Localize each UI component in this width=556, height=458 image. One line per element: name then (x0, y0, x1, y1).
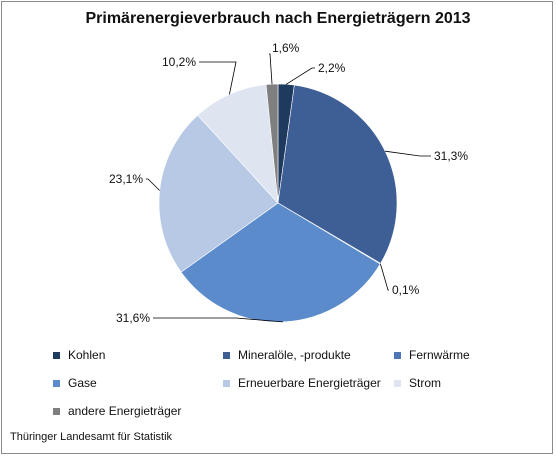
legend-item-2: Mineralöle, -produkte (223, 348, 351, 362)
leader-line-5 (146, 178, 160, 191)
legend-swatch (394, 351, 401, 359)
legend-swatch (223, 351, 230, 359)
leader-line-3 (379, 263, 389, 291)
legend-item-4: Gase (53, 376, 97, 390)
data-label-3: 0,1% (392, 283, 420, 297)
legend-swatch (223, 379, 230, 387)
data-label-4: 31,6% (116, 311, 150, 325)
leader-line-1 (285, 67, 315, 85)
legend-label: Erneuerbare Energieträger (238, 376, 381, 390)
legend-swatch (394, 379, 401, 387)
legend-label: Strom (409, 376, 442, 390)
source-note: Thüringer Landesamt für Statistik (10, 431, 173, 443)
data-label-5: 23,1% (109, 172, 143, 186)
legend-item-3: Fernwärme (394, 348, 470, 362)
data-label-2: 31,3% (434, 149, 468, 163)
pie-slice-2 (277, 84, 398, 264)
leader-line-4 (153, 317, 283, 323)
legend-label: Gase (68, 376, 97, 390)
legend-label: Kohlen (68, 348, 106, 362)
legend-item-5: Erneuerbare Energieträger (223, 376, 381, 390)
legend-item-7: andere Energieträger (53, 404, 181, 418)
legend-swatch (53, 407, 60, 415)
legend-label: Fernwärme (409, 348, 470, 362)
leader-line-7 (269, 53, 273, 85)
pie-slice-5 (158, 114, 279, 273)
data-label-6: 10,2% (162, 55, 196, 69)
data-label-7: 1,6% (272, 41, 300, 55)
legend-label: andere Energieträger (68, 404, 182, 418)
chart-title: Primärenergieverbrauch nach Energieträge… (85, 10, 471, 27)
pie-slice-6 (197, 84, 279, 204)
pie-slice-4 (180, 202, 381, 323)
leader-line-6 (199, 61, 237, 95)
legend-swatch (53, 379, 60, 387)
leader-line-2 (385, 150, 431, 157)
legend-label: Mineralöle, -produkte (238, 348, 351, 362)
legend-item-6: Strom (394, 376, 441, 390)
legend-swatch (53, 351, 60, 359)
data-label-1: 2,2% (318, 61, 346, 75)
legend-item-1: Kohlen (53, 348, 105, 362)
